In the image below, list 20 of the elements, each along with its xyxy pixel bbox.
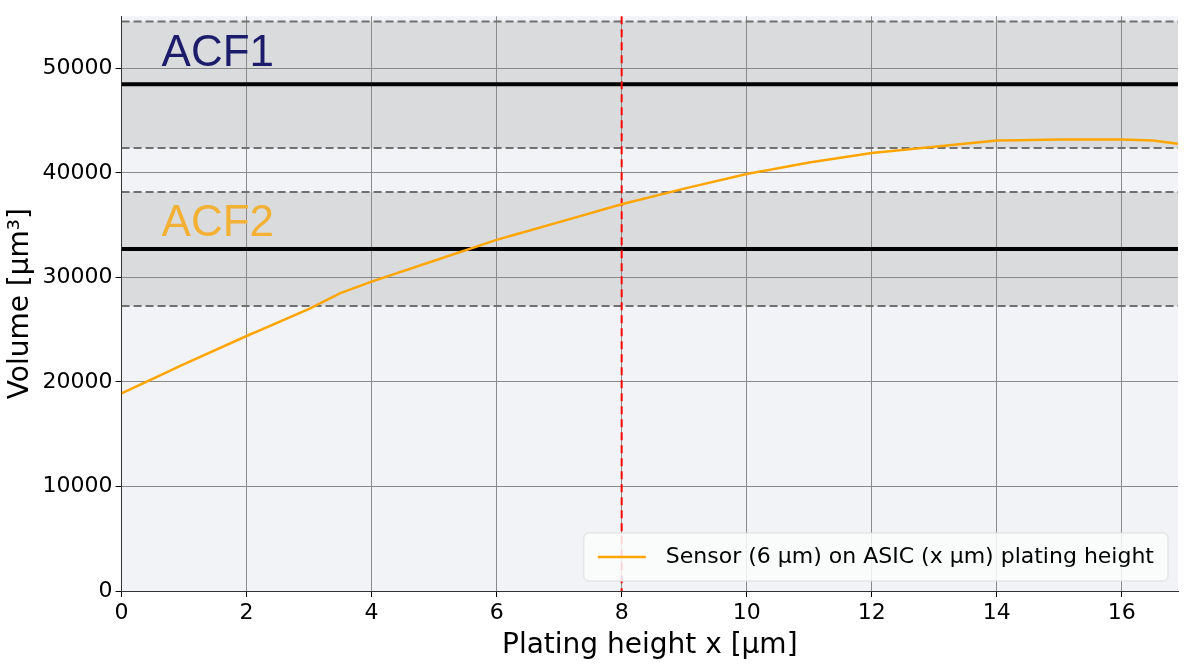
legend-label: Sensor (6 µm) on ASIC (x µm) plating height bbox=[665, 542, 1155, 568]
x-tick-label: 14 bbox=[982, 598, 1011, 624]
x-tick-label: 4 bbox=[364, 598, 379, 624]
x-tick-label: 6 bbox=[489, 598, 504, 624]
x-tick-label: 0 bbox=[114, 598, 129, 624]
x-tick-label: 12 bbox=[857, 598, 886, 624]
x-tick-label: 2 bbox=[239, 598, 254, 624]
y-tick-label: 30000 bbox=[42, 263, 113, 289]
y-tick-label: 50000 bbox=[42, 54, 113, 80]
x-tick-label: 8 bbox=[614, 598, 629, 624]
y-tick-label: 10000 bbox=[42, 472, 113, 498]
y-tick-label: 0 bbox=[98, 576, 113, 602]
x-tick-label: 10 bbox=[732, 598, 761, 624]
band-label: ACF2 bbox=[161, 196, 275, 246]
y-axis-title: Volume [µm³] bbox=[2, 208, 36, 400]
band-label: ACF1 bbox=[161, 25, 275, 75]
x-axis-title: Plating height x [µm] bbox=[502, 627, 798, 661]
y-tick-label: 20000 bbox=[42, 367, 113, 393]
x-tick-label: 16 bbox=[1107, 598, 1136, 624]
y-tick-label: 40000 bbox=[42, 158, 113, 184]
